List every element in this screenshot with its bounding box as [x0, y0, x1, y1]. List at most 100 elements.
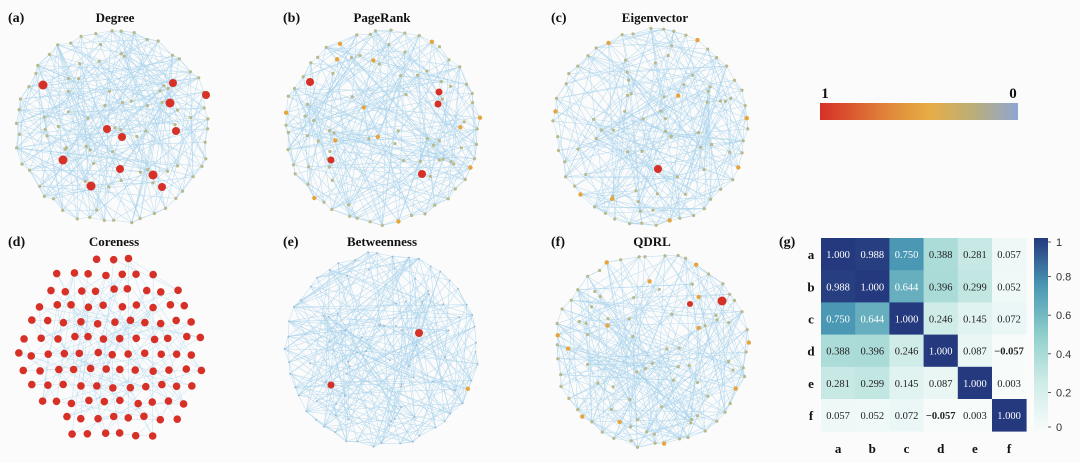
network-edge: [679, 66, 727, 219]
network-edge: [679, 283, 724, 439]
network-edge: [646, 411, 726, 433]
node-high: [99, 335, 108, 343]
network-edge: [637, 419, 655, 435]
network-edge: [447, 128, 478, 199]
network-edge: [81, 33, 96, 37]
node-low: [297, 394, 300, 397]
network-edge: [182, 176, 194, 192]
node-low: [36, 63, 40, 68]
node-low: [377, 62, 381, 66]
network-edge: [16, 147, 132, 223]
network-edge: [316, 316, 460, 402]
network-edge: [408, 257, 414, 378]
network-edge: [294, 88, 350, 217]
network-edge: [293, 34, 358, 165]
network-edge: [18, 109, 63, 211]
node-low: [632, 296, 636, 300]
heatmap-cell: [957, 238, 993, 271]
node-low: [34, 71, 38, 76]
node-high: [148, 398, 157, 406]
network-edge: [685, 258, 709, 397]
node-low: [598, 295, 602, 299]
network-edge: [577, 289, 745, 377]
network-edge: [663, 29, 712, 145]
network-edge: [373, 406, 402, 447]
network-edge: [399, 326, 475, 444]
node-low: [690, 417, 694, 422]
network-edge: [726, 65, 735, 81]
network-edge: [442, 59, 450, 160]
network-edge: [724, 388, 736, 413]
network-edge: [434, 198, 449, 206]
network-edge: [697, 39, 708, 50]
network-edge: [157, 40, 169, 89]
network-edge: [309, 350, 367, 364]
node-low: [675, 175, 679, 179]
network-edge: [288, 88, 295, 97]
network-edge: [302, 62, 312, 77]
network-edge: [594, 80, 735, 208]
node-low: [596, 381, 600, 385]
network-edge: [373, 301, 423, 447]
node-low: [312, 118, 316, 123]
heatmap-cell: [889, 399, 924, 432]
node-low: [180, 189, 185, 193]
network-edge: [587, 318, 630, 365]
node-low: [396, 129, 400, 133]
network-edge: [120, 30, 175, 86]
heatmap-colorbar: [1034, 238, 1048, 431]
node-low: [15, 146, 19, 150]
network-edge: [558, 150, 565, 162]
network-edge: [113, 166, 203, 221]
network-edge: [329, 166, 471, 168]
network-edge: [408, 326, 475, 367]
node-low: [458, 65, 462, 69]
network-edge: [288, 361, 392, 422]
network-edge: [587, 55, 666, 119]
network-edge: [351, 34, 358, 97]
network-edge: [627, 140, 744, 152]
panel-title: PageRank: [353, 10, 411, 25]
network-edge: [655, 62, 666, 132]
network-edge: [96, 30, 113, 211]
node-low: [421, 300, 424, 303]
network-edge: [587, 348, 668, 365]
node-low: [348, 214, 352, 218]
node-low: [740, 310, 744, 314]
node-low: [102, 218, 106, 222]
node-high: [52, 269, 61, 278]
network-edge: [729, 388, 736, 404]
node-low: [288, 320, 290, 323]
network-edge: [339, 34, 357, 45]
network-edge: [655, 98, 732, 226]
network-edge: [287, 149, 315, 199]
node-high: [63, 412, 71, 421]
network-edge: [419, 427, 436, 437]
network-edge: [593, 119, 699, 133]
network-edge: [424, 159, 444, 214]
network-edge: [611, 255, 666, 410]
network-edge: [31, 355, 97, 387]
network-edge: [293, 164, 449, 200]
network-edge: [95, 33, 205, 109]
node-low: [576, 408, 580, 412]
network-edge: [285, 125, 444, 160]
node-high: [435, 88, 443, 96]
network-edge: [28, 73, 37, 87]
node-low: [391, 255, 394, 258]
node-low: [719, 187, 723, 191]
node-high: [163, 334, 172, 343]
node-low: [69, 41, 73, 45]
node-low: [444, 356, 446, 359]
network-edge: [300, 275, 348, 301]
network-edge: [136, 136, 155, 214]
network-edge: [433, 128, 478, 146]
node-low: [458, 316, 461, 318]
node-high: [44, 350, 53, 358]
network-edge: [370, 221, 383, 226]
heatmap-row-label: c: [808, 312, 814, 327]
network-edge: [356, 352, 468, 390]
network-edge: [335, 415, 413, 443]
heatmap-cell: [957, 270, 993, 303]
node-high: [99, 301, 107, 310]
